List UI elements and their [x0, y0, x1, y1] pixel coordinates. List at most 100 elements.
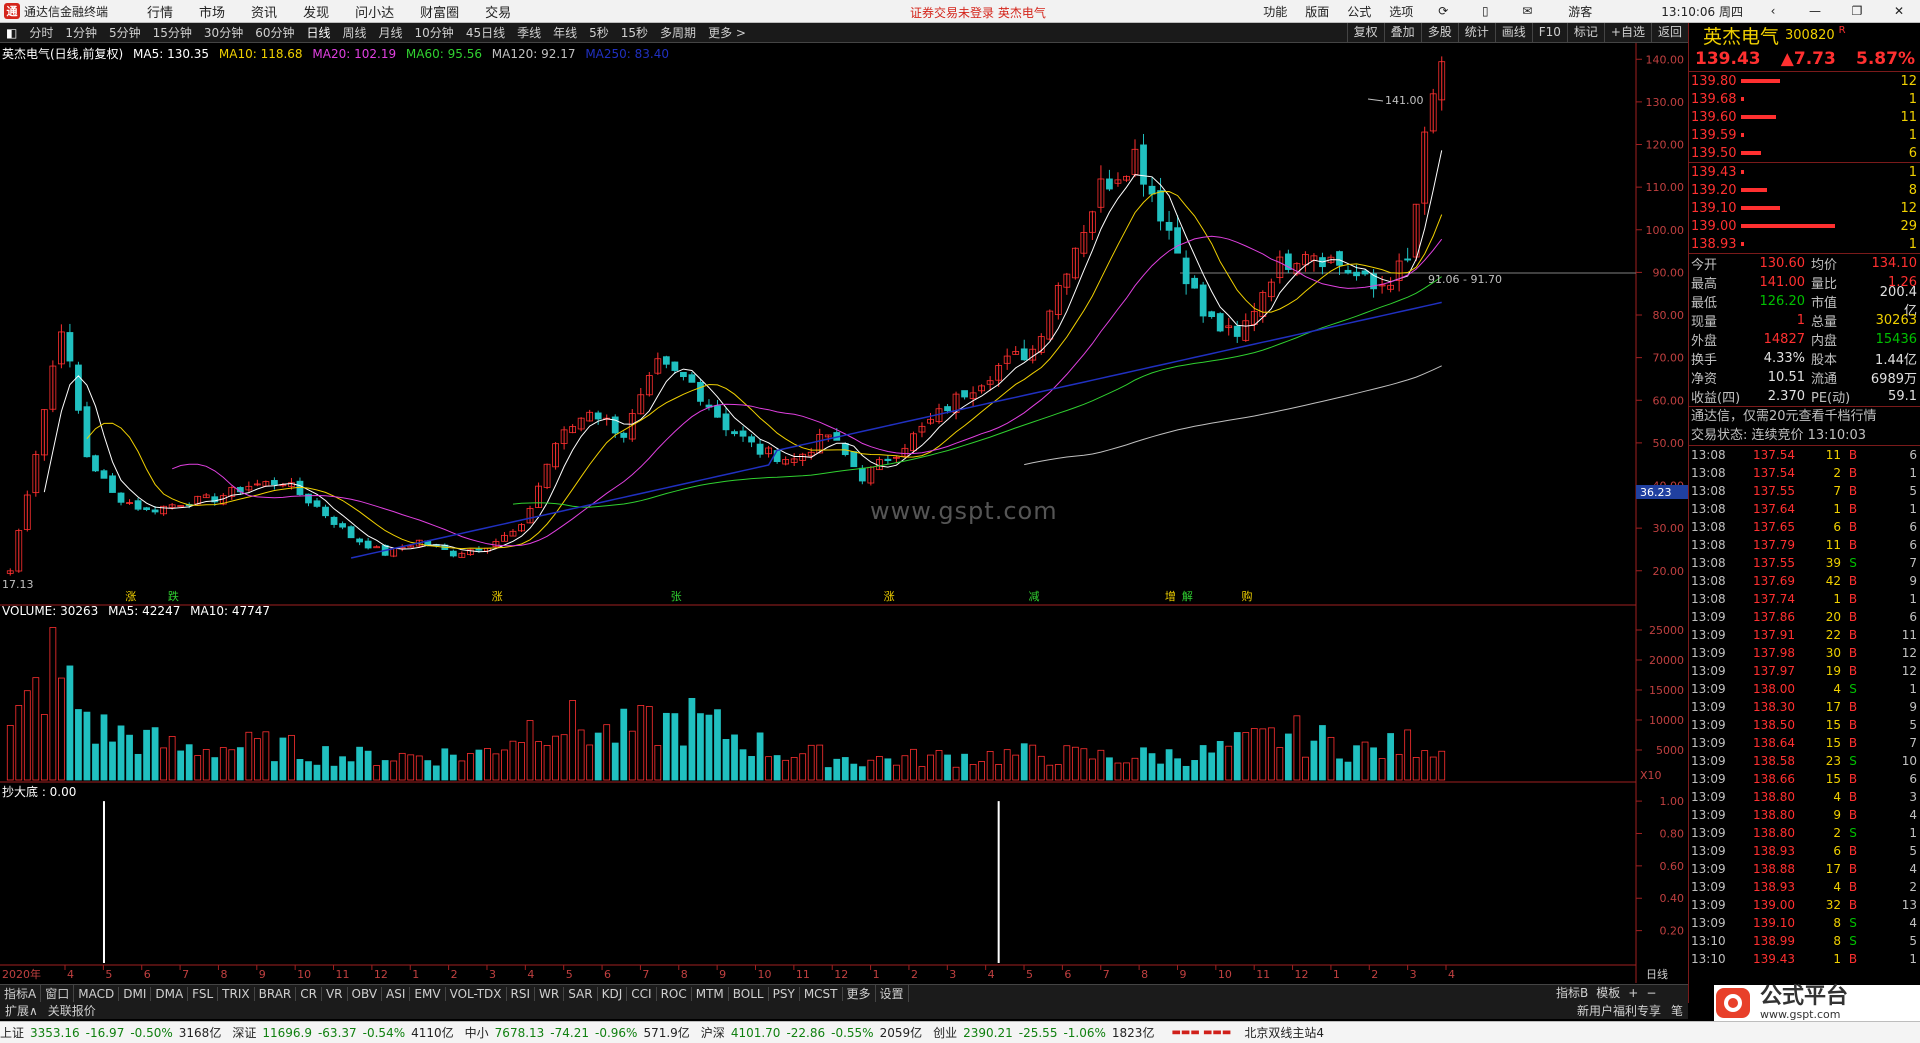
phone-icon[interactable]: ▯: [1481, 4, 1489, 18]
indicator-tab[interactable]: KDJ: [598, 986, 628, 1001]
tool-f10[interactable]: F10: [1531, 23, 1567, 42]
order-book-row[interactable]: 139.68 1: [1689, 90, 1920, 108]
indicator-tab[interactable]: DMA: [151, 986, 189, 1001]
indicator-tab[interactable]: FSL: [188, 986, 219, 1001]
period-tab-daily[interactable]: 日线: [306, 26, 331, 40]
order-book-row[interactable]: 138.93 1: [1689, 235, 1920, 253]
login-warning[interactable]: 证券交易未登录 英杰电气: [910, 6, 1046, 20]
tool-add-watch[interactable]: +自选: [1603, 23, 1651, 42]
upgrade-notice[interactable]: 通达信，仅需20元查看千档行情: [1691, 409, 1877, 424]
related-quotes[interactable]: 关联报价: [47, 1004, 96, 1018]
indicator-tab[interactable]: OBV: [348, 986, 383, 1001]
user-guest[interactable]: 游客: [1568, 4, 1593, 19]
maximize-icon[interactable]: ❐: [1851, 4, 1863, 18]
tool-overlay[interactable]: 叠加: [1383, 23, 1421, 42]
index-ticker[interactable]: 上证 3353.16 -16.97 -0.50% 3168亿 深证 11696.9 -63.3…: [0, 1024, 1165, 1041]
indicator-tab[interactable]: 窗口: [41, 985, 75, 1002]
tool-multi[interactable]: 多股: [1420, 23, 1458, 42]
indicator-tab[interactable]: MCST: [800, 986, 843, 1001]
tool-adjust[interactable]: 复权: [1346, 23, 1384, 42]
indicator-tab[interactable]: RSI: [507, 986, 536, 1001]
period-tab[interactable]: 月线: [378, 26, 403, 40]
indicator-tab[interactable]: EMV: [410, 986, 446, 1001]
period-tab[interactable]: 季线: [517, 26, 542, 40]
close-icon[interactable]: ✕: [1893, 4, 1905, 18]
period-tab[interactable]: 年线: [553, 26, 578, 40]
order-book-row[interactable]: 139.00 29: [1689, 217, 1920, 235]
indicator-tab[interactable]: DMI: [119, 986, 152, 1001]
menu-trade[interactable]: 交易: [485, 5, 512, 21]
period-tab[interactable]: 30分钟: [203, 26, 244, 40]
note-button[interactable]: 笔: [1670, 1004, 1683, 1018]
server-name[interactable]: 北京双线主站4: [1244, 1026, 1324, 1040]
period-tab[interactable]: 45日线: [465, 26, 506, 40]
new-user-offer[interactable]: 新用户福利专享: [1576, 1004, 1661, 1018]
indicator-tab[interactable]: BRAR: [255, 986, 297, 1001]
period-tab[interactable]: 10分钟: [414, 26, 454, 40]
indicator-tab[interactable]: ASI: [382, 986, 411, 1001]
period-tab[interactable]: 15分钟: [152, 26, 192, 40]
period-tab[interactable]: 5分钟: [109, 26, 141, 40]
index-item[interactable]: 深证 11696.9 -63.37 -0.54% 4110亿: [232, 1024, 459, 1041]
tool-mark[interactable]: 标记: [1566, 23, 1604, 42]
indicator-tab[interactable]: MTM: [692, 986, 729, 1001]
order-book-row[interactable]: 139.59 1: [1689, 126, 1920, 144]
index-item[interactable]: 创业 2390.21 -25.55 -1.06% 1823亿: [933, 1024, 1160, 1041]
tool-stats[interactable]: 统计: [1457, 23, 1495, 42]
menu-options[interactable]: 选项: [1389, 4, 1414, 19]
menu-wealth[interactable]: 财富圈: [420, 5, 460, 21]
indicator-tab[interactable]: VOL-TDX: [446, 986, 507, 1001]
period-tab[interactable]: 15秒: [620, 26, 649, 40]
menu-market[interactable]: 市场: [199, 5, 226, 21]
order-book-row[interactable]: 139.50 6: [1689, 144, 1920, 162]
indicator-tab[interactable]: PSY: [769, 986, 800, 1001]
zoom-in-button[interactable]: +: [1628, 985, 1639, 1000]
indicator-tab[interactable]: 设置: [876, 985, 909, 1002]
menu-function[interactable]: 功能: [1263, 4, 1288, 19]
indicator-tab[interactable]: 更多: [843, 985, 876, 1002]
period-more[interactable]: 更多 >: [708, 26, 746, 40]
minimize-icon[interactable]: —: [1809, 4, 1821, 18]
indicator-b[interactable]: 指标B: [1556, 986, 1589, 1000]
order-book-row[interactable]: 139.20 8: [1689, 181, 1920, 199]
indicator-tab[interactable]: SAR: [564, 986, 598, 1001]
period-tab[interactable]: 60分钟: [255, 26, 295, 40]
expand-button[interactable]: 扩展∧: [5, 1004, 38, 1018]
menu-toggle-icon[interactable]: ◧: [6, 25, 18, 40]
index-item[interactable]: 沪深 4101.70 -22.86 -0.55% 2059亿: [701, 1024, 928, 1041]
indicator-tab[interactable]: BOLL: [729, 986, 769, 1001]
menu-layout[interactable]: 版面: [1305, 4, 1330, 19]
menu-ask[interactable]: 问小达: [355, 5, 395, 21]
period-tab[interactable]: 分时: [29, 26, 54, 40]
order-book-row[interactable]: 139.60 11: [1689, 108, 1920, 126]
tool-back[interactable]: 返回: [1650, 23, 1688, 42]
period-tab[interactable]: 1分钟: [65, 26, 97, 40]
period-tab[interactable]: 周线: [342, 26, 367, 40]
menu-formula[interactable]: 公式: [1347, 4, 1372, 19]
order-book-row[interactable]: 139.43 1: [1689, 163, 1920, 181]
mail-icon[interactable]: ✉: [1522, 4, 1533, 18]
tool-draw[interactable]: 画线: [1494, 23, 1532, 42]
index-item[interactable]: 中小 7678.13 -74.21 -0.96% 571.9亿: [465, 1024, 696, 1041]
period-tab[interactable]: 多周期: [660, 26, 697, 40]
indicator-tab[interactable]: 指标A: [0, 985, 42, 1002]
refresh-icon[interactable]: ⟳: [1438, 4, 1449, 18]
tick-list[interactable]: 13:08 137.54 11 B 6 13:08 137.54 2 B 1 13:08 137.55…: [1689, 446, 1920, 968]
template-button[interactable]: 模板: [1596, 986, 1621, 1000]
chart-canvas[interactable]: 20.0030.0040.0050.0060.0070.0080.0090.00…: [0, 43, 1688, 983]
menu-quotes[interactable]: 行情: [147, 5, 174, 21]
index-item[interactable]: 上证 3353.16 -16.97 -0.50% 3168亿: [0, 1024, 227, 1041]
order-book-row[interactable]: 139.10 12: [1689, 199, 1920, 217]
back-icon[interactable]: ‹: [1770, 4, 1776, 18]
menu-discover[interactable]: 发现: [303, 5, 330, 21]
indicator-tab[interactable]: WR: [535, 986, 565, 1001]
indicator-tab[interactable]: CR: [296, 986, 322, 1001]
indicator-tab[interactable]: ROC: [657, 986, 692, 1001]
order-book-row[interactable]: 139.80 12: [1689, 72, 1920, 90]
indicator-tab[interactable]: MACD: [74, 986, 120, 1001]
menu-news[interactable]: 资讯: [251, 5, 278, 21]
zoom-out-button[interactable]: −: [1646, 985, 1657, 1000]
indicator-tab[interactable]: VR: [322, 986, 348, 1001]
indicator-tab[interactable]: CCI: [627, 986, 657, 1001]
indicator-tab[interactable]: TRIX: [218, 986, 255, 1001]
